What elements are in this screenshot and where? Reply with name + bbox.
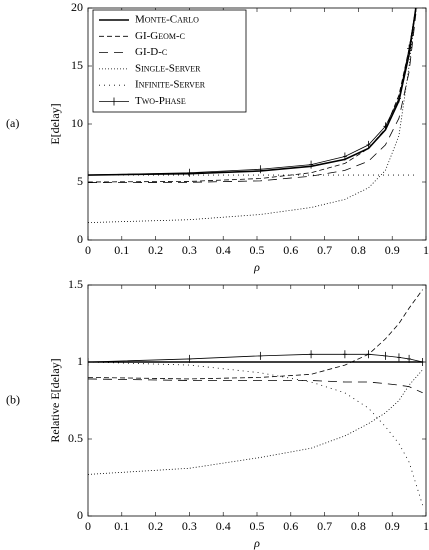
series-line <box>88 369 423 475</box>
x-tick-label: 0.6 <box>283 243 298 257</box>
x-tick-label: 0.9 <box>385 243 400 257</box>
x-axis-label: ρ <box>253 260 260 274</box>
x-tick-label: 0.6 <box>283 519 298 533</box>
series-marker <box>187 168 192 177</box>
series-line <box>88 289 423 380</box>
series-line <box>88 8 417 223</box>
series-marker <box>187 354 192 363</box>
series-marker <box>383 351 388 360</box>
series-line <box>88 13 417 183</box>
series-line <box>88 353 423 363</box>
y-tick-label: 10 <box>71 116 83 130</box>
x-axis-label: ρ <box>253 536 260 550</box>
series-marker <box>396 94 401 103</box>
x-tick-label: 0.7 <box>317 243 332 257</box>
series-marker <box>88 171 90 180</box>
series-marker <box>396 353 401 362</box>
x-tick-label: 1 <box>423 519 429 533</box>
plot-area <box>88 8 418 223</box>
series-marker <box>342 350 347 359</box>
x-tick-label: 0 <box>85 243 91 257</box>
x-tick-label: 0.5 <box>250 243 265 257</box>
x-tick-label: 0.5 <box>250 519 265 533</box>
y-axis-label: E[delay] <box>48 103 62 144</box>
series-marker <box>366 140 371 149</box>
legend-label: Infinite-Server <box>135 79 206 91</box>
x-tick-label: 1 <box>423 243 429 257</box>
y-tick-label: 0 <box>77 508 83 522</box>
panel-label: (b) <box>6 392 20 406</box>
legend-label: GI-D-c <box>135 46 167 58</box>
legend-label: Two-Phase <box>135 95 186 107</box>
series-line <box>88 378 423 394</box>
y-tick-label: 0 <box>77 232 83 246</box>
x-tick-label: 0.1 <box>114 519 129 533</box>
series-marker <box>309 350 314 359</box>
x-tick-label: 0.2 <box>148 243 163 257</box>
y-tick-label: 15 <box>71 58 83 72</box>
series-marker <box>258 351 263 360</box>
series-marker <box>413 8 418 12</box>
legend-label: Single-Server <box>135 62 201 74</box>
y-tick-label: 20 <box>71 0 83 14</box>
y-tick-label: 0.5 <box>68 431 83 445</box>
series-marker <box>407 44 412 53</box>
plot-frame <box>87 284 427 517</box>
x-tick-label: 0.4 <box>216 519 231 533</box>
y-tick-label: 1.5 <box>68 277 83 291</box>
x-tick-label: 0.9 <box>385 519 400 533</box>
x-tick-label: 0.3 <box>182 243 197 257</box>
series-marker <box>309 160 314 169</box>
panel-label: (a) <box>6 116 19 130</box>
series-marker <box>366 350 371 359</box>
x-tick-label: 0.8 <box>351 243 366 257</box>
x-tick-label: 0.7 <box>317 519 332 533</box>
series-marker <box>258 165 263 174</box>
plot-area <box>88 289 425 506</box>
legend-label: Monte-Carlo <box>135 14 199 26</box>
legend-label: GI-Geom-c <box>135 30 185 42</box>
series-line <box>88 8 417 176</box>
y-tick-label: 5 <box>77 174 83 188</box>
x-tick-label: 0 <box>85 519 91 533</box>
x-tick-label: 0.4 <box>216 243 231 257</box>
series-marker <box>88 358 90 366</box>
series-marker <box>420 358 425 366</box>
series-marker <box>342 152 347 161</box>
x-tick-label: 0.1 <box>114 243 129 257</box>
series-line <box>88 361 424 506</box>
series-line <box>88 8 417 176</box>
x-tick-label: 0.2 <box>148 519 163 533</box>
legend-box <box>92 9 247 113</box>
series-marker <box>383 122 388 131</box>
series-marker <box>407 354 412 363</box>
x-tick-label: 0.3 <box>182 519 197 533</box>
x-tick-label: 0.8 <box>351 519 366 533</box>
y-axis-label: Relative E[delay] <box>48 358 62 442</box>
y-tick-label: 1 <box>77 354 83 368</box>
